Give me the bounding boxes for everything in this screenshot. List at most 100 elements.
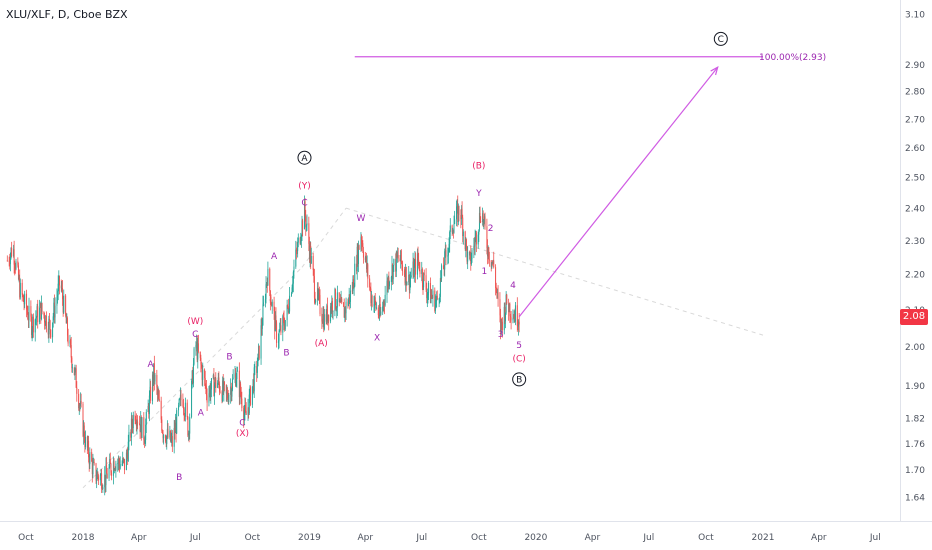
candle-body: [186, 402, 188, 418]
candle-body: [388, 277, 390, 287]
candle-body: [392, 265, 394, 280]
candle-body: [175, 422, 177, 434]
candle-body: [384, 304, 386, 306]
candle-body: [66, 318, 68, 336]
candle-body: [430, 294, 432, 303]
candle-body: [278, 331, 280, 342]
candle-body: [292, 272, 294, 284]
candle-body: [40, 303, 42, 320]
candle-body: [447, 248, 449, 256]
candle-body: [182, 400, 184, 407]
candle-body: [344, 307, 346, 318]
candle-body: [58, 276, 60, 286]
candle-body: [60, 285, 62, 289]
candle-body: [509, 316, 511, 318]
candle-body: [436, 295, 438, 300]
candle-body: [462, 231, 464, 237]
candle-body: [491, 262, 493, 268]
candle-body: [9, 261, 11, 265]
candle-body: [383, 301, 385, 305]
candle-body: [304, 201, 306, 217]
candle-body: [516, 305, 518, 326]
candle-body: [277, 341, 279, 343]
candle-body: [504, 306, 506, 322]
candle-body: [178, 399, 180, 406]
candle-body: [471, 250, 473, 260]
candle-body: [223, 382, 225, 393]
y-tick-label: 3.10: [905, 11, 925, 21]
candle-body: [70, 345, 72, 358]
candle-body: [338, 292, 340, 302]
candle-body: [470, 252, 472, 265]
candle-body: [248, 394, 250, 414]
candle-body: [218, 383, 220, 392]
candle-body: [124, 458, 126, 470]
candle-body: [160, 400, 162, 420]
wave-label: 5: [516, 341, 522, 351]
candle-body: [119, 464, 121, 469]
candle-body: [514, 305, 516, 322]
candle-body: [183, 409, 185, 416]
candle-body: [444, 250, 446, 252]
candle-body: [445, 250, 447, 257]
candle-body: [191, 370, 193, 381]
candle-body: [73, 367, 75, 375]
candle-body: [71, 367, 73, 369]
candle-body: [421, 269, 423, 283]
candle-body: [275, 315, 277, 323]
candle-body: [10, 247, 12, 256]
candle-body: [431, 296, 433, 299]
candle-body: [321, 321, 323, 324]
candle-body: [416, 253, 418, 275]
candle-body: [49, 320, 51, 330]
candle-body: [501, 319, 503, 322]
candle-body: [495, 267, 497, 288]
candle-body: [405, 267, 407, 286]
candle-body: [353, 286, 355, 289]
candle-body: [465, 239, 467, 247]
candle-body: [308, 223, 310, 244]
candle-body: [375, 301, 377, 309]
candle-body: [293, 266, 295, 273]
candle-body: [245, 405, 247, 412]
candle-body: [171, 436, 173, 439]
candle-body: [326, 305, 328, 322]
candle-body: [176, 410, 178, 434]
wave-label: 1: [482, 267, 488, 277]
x-tick-label: Jul: [869, 533, 881, 543]
candle-body: [456, 206, 458, 220]
candle-body: [245, 411, 247, 415]
candle-body: [32, 316, 34, 330]
candle-body: [100, 473, 102, 476]
candle-body: [300, 236, 302, 241]
candle-body: [399, 258, 401, 262]
candle-body: [280, 325, 282, 333]
candle-body: [180, 394, 182, 401]
candle-body: [22, 294, 24, 296]
candle-body: [161, 419, 163, 431]
candle-body: [487, 248, 489, 257]
candle-body: [443, 268, 445, 270]
candle-body: [44, 322, 46, 326]
candle-body: [325, 314, 327, 322]
candle-body: [230, 386, 232, 395]
candle-body: [144, 439, 146, 444]
candle-body: [23, 301, 25, 305]
candle-body: [403, 271, 405, 275]
candle-body: [32, 316, 34, 333]
candle-body: [518, 321, 520, 325]
candle-body: [83, 425, 85, 440]
candle-body: [48, 318, 50, 321]
symbol-title[interactable]: XLU/XLF, D, Cboe BZX: [6, 8, 128, 21]
candle-body: [88, 457, 90, 465]
candle-body: [382, 301, 384, 307]
candle-body: [58, 276, 60, 284]
candle-body: [457, 203, 459, 223]
candle-body: [14, 266, 16, 269]
candle-body: [157, 393, 159, 395]
wave-label: (B): [472, 162, 485, 172]
candle-body: [499, 299, 501, 316]
candle-body: [506, 294, 508, 304]
candle-body: [13, 249, 15, 257]
